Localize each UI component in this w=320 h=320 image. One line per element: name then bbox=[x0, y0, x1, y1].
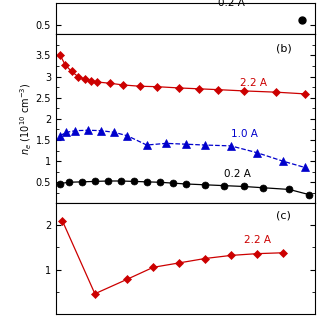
Text: (c): (c) bbox=[276, 211, 291, 221]
Text: (b): (b) bbox=[276, 43, 292, 53]
Y-axis label: $n_e$ $(10^{10}$ cm$^{-3})$: $n_e$ $(10^{10}$ cm$^{-3})$ bbox=[19, 83, 34, 155]
Text: 2.2 A: 2.2 A bbox=[244, 235, 271, 245]
Text: 0.2 A: 0.2 A bbox=[224, 169, 251, 179]
Text: 1.0 A: 1.0 A bbox=[231, 129, 258, 139]
Text: 0.2 A: 0.2 A bbox=[218, 0, 245, 8]
Text: 2.2 A: 2.2 A bbox=[240, 78, 267, 88]
